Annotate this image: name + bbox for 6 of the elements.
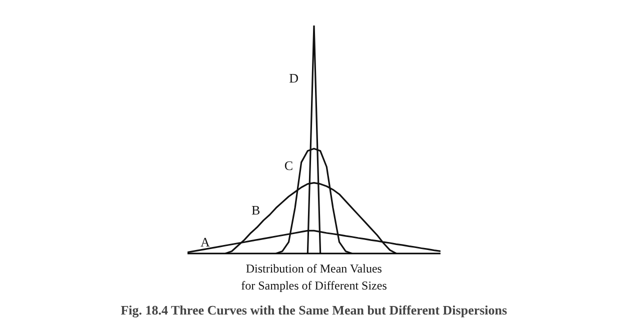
text: Fig. 18.4 Three Curves with the Same Mean but Different Dispersions	[120, 302, 508, 318]
x-axis-title: Distribution of Mean Values for Samples of Different Sizes	[241, 262, 388, 292]
series-label: A	[200, 234, 211, 250]
series-label: B	[251, 202, 260, 218]
series-label: C	[284, 158, 294, 174]
series-label: D	[289, 70, 298, 86]
